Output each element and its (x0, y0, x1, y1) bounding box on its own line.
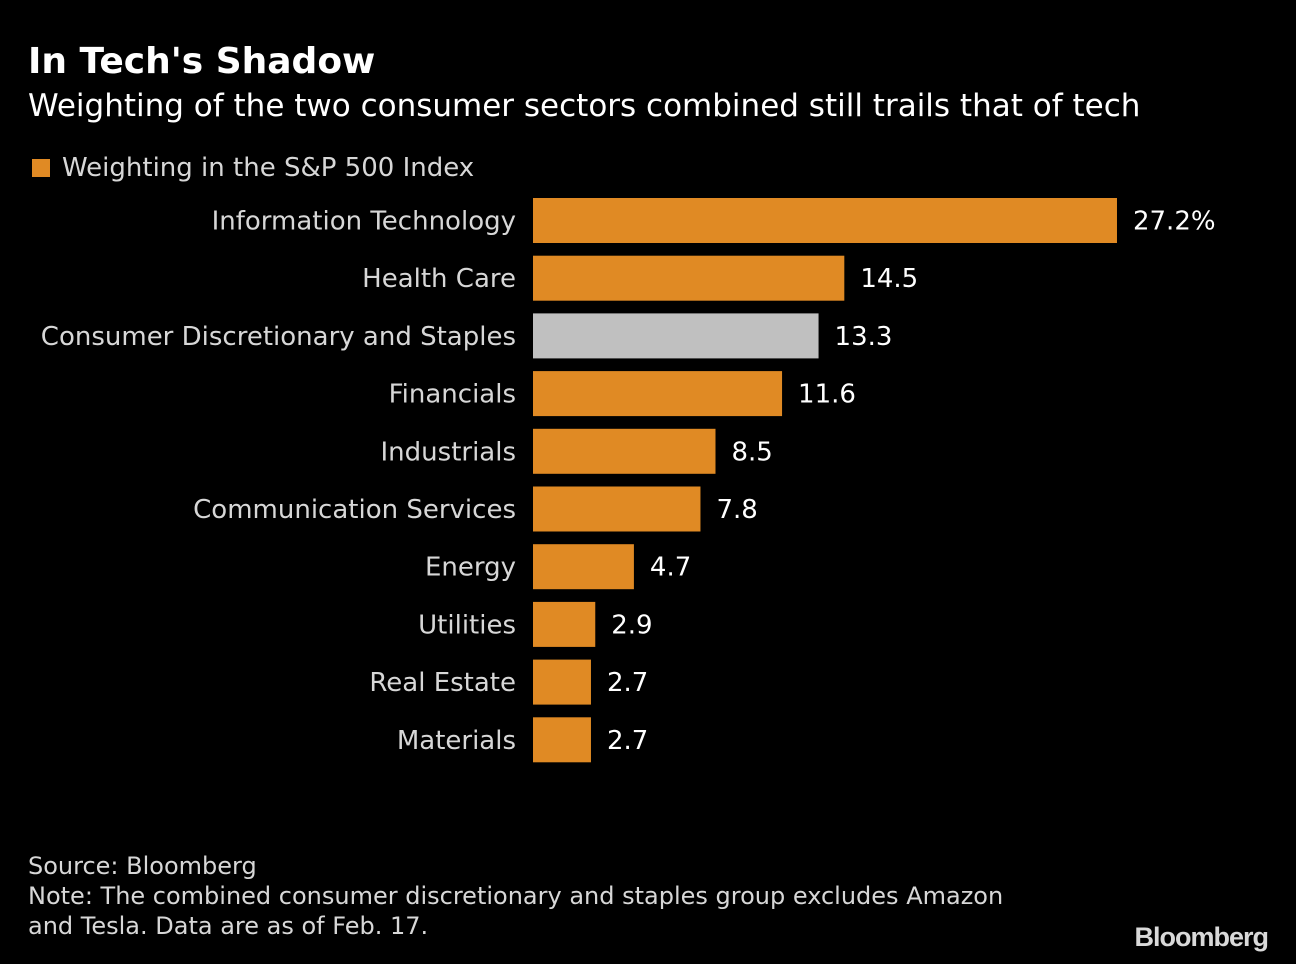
chart-subtitle: Weighting of the two consumer sectors co… (28, 88, 1141, 124)
footnote: Note: The combined consumer discretionar… (28, 882, 1004, 940)
category-label: Materials (397, 726, 516, 756)
bar (533, 544, 634, 590)
legend-swatch (32, 159, 50, 177)
category-label: Health Care (362, 264, 516, 294)
bar (533, 659, 591, 705)
bar (533, 601, 596, 647)
category-label: Financials (389, 380, 516, 410)
value-label: 2.9 (611, 610, 652, 640)
value-label: 4.7 (650, 553, 691, 583)
chart-legend: Weighting in the S&P 500 Index (32, 152, 474, 184)
bar (533, 198, 1117, 243)
bar (533, 371, 783, 417)
value-label: 8.5 (731, 437, 772, 467)
source-note: Source: Bloomberg (28, 852, 257, 880)
category-label: Real Estate (369, 668, 516, 698)
value-label: 14.5 (860, 264, 918, 294)
category-label: Information Technology (212, 207, 516, 237)
bar (533, 313, 819, 359)
legend-label: Weighting in the S&P 500 Index (62, 153, 475, 183)
category-label: Energy (425, 553, 516, 583)
category-label: Communication Services (193, 495, 516, 525)
value-label: 11.6 (798, 380, 856, 410)
value-label: 2.7 (607, 726, 648, 756)
bloomberg-logo: Bloomberg (1134, 922, 1269, 952)
value-label: 13.3 (835, 322, 893, 352)
value-label: 7.8 (716, 495, 757, 525)
category-label: Industrials (381, 437, 516, 467)
bar (533, 255, 845, 301)
bar (533, 428, 716, 474)
value-label: 2.7 (607, 668, 648, 698)
chart-title: In Tech's Shadow (28, 41, 376, 82)
bar (533, 486, 701, 532)
value-label: 27.2% (1133, 207, 1216, 237)
bar (533, 717, 591, 763)
category-label: Utilities (418, 610, 516, 640)
category-label: Consumer Discretionary and Staples (41, 322, 516, 352)
